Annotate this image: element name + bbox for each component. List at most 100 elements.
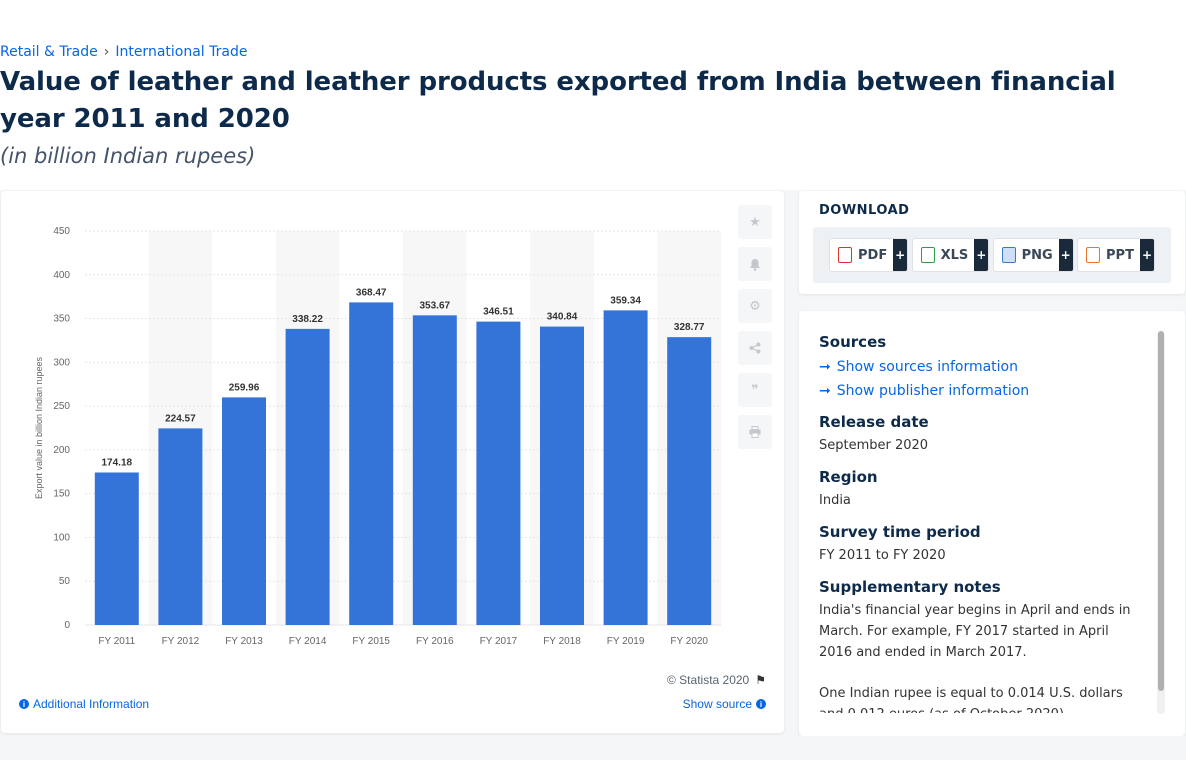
download-pdf-button[interactable]: PDF +	[829, 238, 909, 272]
survey-value: FY 2011 to FY 2020	[819, 548, 946, 563]
bell-icon[interactable]	[738, 247, 772, 281]
x-tick-label: FY 2014	[289, 636, 327, 647]
notes-heading: Supplementary notes	[819, 578, 1001, 596]
region-value: India	[819, 493, 851, 508]
info-icon: i	[19, 699, 29, 709]
bar-value-label: 174.18	[102, 457, 133, 468]
bar-fy-2017[interactable]	[476, 321, 521, 625]
bar-fy-2015[interactable]	[349, 302, 394, 625]
y-tick-label: 150	[53, 489, 70, 500]
download-xls-button[interactable]: XLS +	[911, 238, 990, 272]
show-publisher-link[interactable]: ➞ Show publisher information	[819, 379, 1139, 403]
ppt-plus-button[interactable]: +	[1139, 239, 1154, 271]
show-publisher-label: Show publisher information	[836, 383, 1030, 399]
bar-fy-2014[interactable]	[285, 328, 330, 625]
notes-paragraph-1: India's financial year begins in April a…	[819, 603, 1131, 660]
bar-value-label: 368.47	[356, 287, 387, 298]
gear-icon[interactable]: ⚙	[738, 289, 772, 323]
release-heading: Release date	[819, 413, 929, 431]
copyright: © Statista 2020 ⚑	[667, 673, 766, 687]
region-heading: Region	[819, 468, 878, 486]
bar-value-label: 328.77	[674, 322, 705, 333]
png-label: PNG	[1021, 247, 1053, 263]
bar-fy-2013[interactable]	[222, 397, 266, 625]
x-tick-label: FY 2017	[480, 636, 518, 647]
notes-section: Supplementary notes India's financial ye…	[819, 578, 1139, 713]
chart-toolbar: ★ ⚙ ❞	[738, 205, 772, 457]
star-icon[interactable]: ★	[738, 205, 772, 239]
x-tick-label: FY 2015	[352, 636, 390, 647]
download-ppt-button[interactable]: PPT +	[1077, 238, 1155, 272]
show-sources-link[interactable]: ➞ Show sources information	[819, 355, 1139, 379]
top-bar	[0, 0, 1186, 40]
ppt-label: PPT	[1106, 247, 1134, 263]
arrow-right-icon: ➞	[819, 383, 831, 399]
info-scrollbar[interactable]	[1157, 331, 1165, 714]
png-plus-button[interactable]: +	[1058, 239, 1073, 271]
bar-value-label: 353.67	[420, 300, 451, 311]
y-axis-ticks: 0 50 100 150 200 250 300 350 400 450	[53, 226, 70, 631]
x-tick-label: FY 2013	[225, 636, 263, 647]
xls-plus-button[interactable]: +	[974, 239, 989, 271]
y-tick-label: 0	[64, 620, 70, 631]
ppt-file-icon	[1086, 247, 1101, 263]
info-icon: i	[756, 699, 766, 709]
breadcrumb-international-trade[interactable]: International Trade	[115, 44, 248, 60]
bar-fy-2011[interactable]	[94, 472, 139, 625]
download-buttons: PDF + XLS + PNG + PPT +	[813, 227, 1171, 283]
pdf-file-icon	[838, 247, 852, 263]
bar-value-label: 259.96	[229, 382, 260, 393]
release-section: Release date September 2020	[819, 413, 1139, 456]
copyright-text: © Statista 2020	[667, 673, 750, 687]
bar-value-label: 340.84	[547, 312, 578, 323]
bar-value-label: 338.22	[292, 314, 323, 325]
y-tick-label: 300	[53, 357, 70, 368]
additional-information-label: Additional Information	[33, 697, 150, 711]
bar-value-label: 359.34	[610, 295, 641, 306]
x-tick-label: FY 2016	[416, 636, 454, 647]
flag-icon[interactable]: ⚑	[755, 673, 766, 687]
print-icon[interactable]	[738, 415, 772, 449]
show-sources-label: Show sources information	[836, 359, 1018, 375]
x-tick-label: FY 2018	[543, 636, 581, 647]
pdf-plus-button[interactable]: +	[893, 239, 908, 271]
download-png-button[interactable]: PNG +	[992, 238, 1074, 272]
show-source-link[interactable]: Show source i	[683, 697, 766, 711]
header-area	[0, 40, 1186, 190]
quote-icon[interactable]: ❞	[738, 373, 772, 407]
bar-fy-2016[interactable]	[412, 315, 457, 625]
download-title: DOWNLOAD	[819, 203, 910, 218]
xls-file-icon	[920, 247, 935, 263]
release-value: September 2020	[819, 438, 929, 453]
show-source-label: Show source	[682, 697, 752, 711]
info-content: Sources ➞ Show sources information ➞ Sho…	[819, 333, 1139, 713]
y-axis-label: Export value in billion Indian rupees	[34, 356, 44, 499]
arrow-right-icon: ➞	[819, 359, 831, 375]
bar-fy-2020[interactable]	[667, 337, 712, 625]
download-card: DOWNLOAD PDF + XLS + PNG + PPT +	[799, 191, 1185, 294]
sources-heading: Sources	[819, 333, 887, 351]
x-tick-label: FY 2019	[607, 636, 645, 647]
info-scrollbar-thumb[interactable]	[1158, 331, 1164, 691]
y-tick-label: 250	[53, 401, 70, 412]
bar-fy-2019[interactable]	[603, 310, 648, 625]
bar-chart: 0 50 100 150 200 250 300 350 400 450 174.18 224.57…	[34, 226, 721, 647]
y-tick-label: 400	[53, 270, 70, 281]
chart-card: 0 50 100 150 200 250 300 350 400 450 174.18 224.57…	[1, 191, 784, 733]
y-tick-label: 50	[59, 576, 71, 587]
bottom-strip	[0, 736, 1186, 760]
bar-fy-2012[interactable]	[158, 428, 203, 625]
bar-value-label: 346.51	[483, 307, 514, 318]
x-tick-label: FY 2020	[670, 636, 708, 647]
breadcrumb-retail-trade[interactable]: Retail & Trade	[0, 44, 98, 60]
breadcrumb-separator: ›	[103, 44, 110, 60]
additional-information-link[interactable]: i Additional Information	[19, 697, 149, 711]
xls-label: XLS	[940, 247, 969, 263]
pdf-label: PDF	[858, 247, 888, 263]
y-tick-label: 450	[53, 226, 70, 237]
share-icon[interactable]	[738, 331, 772, 365]
x-tick-label: FY 2012	[162, 636, 200, 647]
bar-value-label: 224.57	[165, 413, 196, 424]
bar-fy-2018[interactable]	[540, 326, 584, 625]
chart-value-labels: 174.18 224.57 259.96 338.22 368.47 353.67 346.…	[102, 287, 705, 468]
